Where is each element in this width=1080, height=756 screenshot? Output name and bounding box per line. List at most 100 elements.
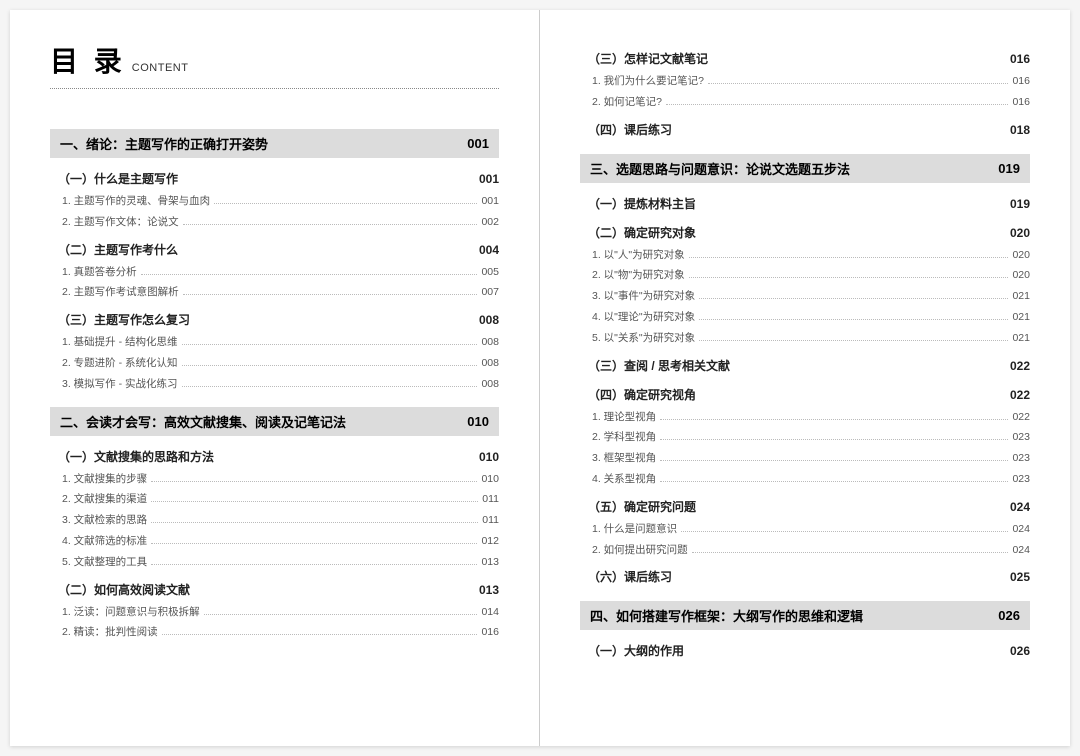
- item-title: 2. 如何记笔记?: [592, 94, 662, 111]
- section-row: （一）提炼材料主旨 019: [580, 193, 1030, 214]
- item-page: 016: [1012, 73, 1030, 90]
- section-title: （三）怎样记文献笔记: [588, 50, 708, 67]
- section-page: 018: [1010, 123, 1030, 137]
- item-row: 2. 主题写作文体：论说文002: [50, 214, 499, 231]
- item-row: 1. 基础提升 - 结构化思维 008: [50, 334, 499, 351]
- item-title: 5. 以"关系"为研究对象: [592, 330, 695, 347]
- toc-heading: 目 录 CONTENT: [50, 40, 499, 89]
- item-title: 3. 以"事件"为研究对象: [592, 288, 695, 305]
- item-title: 2. 专题进阶 - 系统化认知: [62, 355, 178, 372]
- item-row: 1. 主题写作的灵魂、骨架与血肉001: [50, 193, 499, 210]
- section-row: （二）主题写作考什么004: [50, 239, 499, 260]
- item-row: 1. 理论型视角022: [580, 409, 1030, 426]
- left-content: 一、绪论：主题写作的正确打开姿势001 （一）什么是主题写作 001 1. 主题写作的…: [50, 129, 499, 641]
- item-row: 1. 什么是问题意识024: [580, 521, 1030, 538]
- item-row: 1. 泛读：问题意识与积极拆解014: [50, 604, 499, 621]
- item-row: 1. 真题答卷分析005: [50, 264, 499, 281]
- item-dots: [692, 552, 1009, 553]
- section-page: 025: [1010, 570, 1030, 584]
- section-title: （六）课后练习: [588, 568, 672, 585]
- item-row: 2. 以"物"为研究对象020: [580, 267, 1030, 284]
- item-dots: [689, 257, 1009, 258]
- item-row: 1. 以"人"为研究对象020: [580, 247, 1030, 264]
- item-page: 014: [481, 604, 499, 621]
- item-page: 022: [1012, 409, 1030, 426]
- section-title: （一）什么是主题写作: [58, 170, 178, 187]
- item-page: 008: [481, 334, 499, 351]
- section-row: （三）查阅 / 思考相关文献 022: [580, 355, 1030, 376]
- item-dots: [162, 634, 478, 635]
- item-page: 008: [481, 376, 499, 393]
- section-page: 024: [1010, 500, 1030, 514]
- item-title: 3. 文献检索的思路: [62, 512, 147, 529]
- item-page: 008: [481, 355, 499, 372]
- item-dots: [182, 344, 478, 345]
- section-row: （一）大纲的作用 026: [580, 640, 1030, 661]
- item-page: 016: [1012, 94, 1030, 111]
- item-dots: [141, 274, 478, 275]
- item-title: 4. 文献筛选的标准: [62, 533, 147, 550]
- section-page: 022: [1010, 359, 1030, 373]
- item-dots: [182, 386, 478, 387]
- chapter-row: 四、如何搭建写作框架：大纲写作的思维和逻辑026: [580, 601, 1030, 630]
- item-page: 023: [1012, 450, 1030, 467]
- item-title: 4. 以"理论"为研究对象: [592, 309, 695, 326]
- item-title: 2. 文献搜集的渠道: [62, 491, 147, 508]
- item-page: 021: [1012, 309, 1030, 326]
- item-page: 016: [481, 624, 499, 641]
- item-title: 1. 基础提升 - 结构化思维: [62, 334, 178, 351]
- section-page: 019: [1010, 197, 1030, 211]
- section-page: 004: [479, 243, 499, 257]
- item-row: 2. 如何记笔记? 016: [580, 94, 1030, 111]
- item-row: 3. 文献检索的思路011: [50, 512, 499, 529]
- item-title: 1. 主题写作的灵魂、骨架与血肉: [62, 193, 210, 210]
- section-page: 026: [1010, 644, 1030, 658]
- item-dots: [183, 294, 478, 295]
- item-page: 021: [1012, 330, 1030, 347]
- section-page: 001: [479, 172, 499, 186]
- item-dots: [699, 319, 1008, 320]
- section-title: （一）文献搜集的思路和方法: [58, 448, 214, 465]
- item-row: 2. 专题进阶 - 系统化认知 008: [50, 355, 499, 372]
- section-title: （一）提炼材料主旨: [588, 195, 696, 212]
- chapter-page: 010: [467, 414, 489, 429]
- section-page: 010: [479, 450, 499, 464]
- item-row: 2. 精读：批判性阅读016: [50, 624, 499, 641]
- item-row: 2. 主题写作考试意图解析007: [50, 284, 499, 301]
- item-title: 2. 学科型视角: [592, 429, 656, 446]
- chapter-row: 三、选题思路与问题意识：论说文选题五步法019: [580, 154, 1030, 183]
- item-dots: [151, 564, 477, 565]
- chapter-row: 二、会读才会写：高效文献搜集、阅读及记笔记法010: [50, 407, 499, 436]
- item-title: 3. 框架型视角: [592, 450, 656, 467]
- left-page: 目 录 CONTENT 一、绪论：主题写作的正确打开姿势001 （一）什么是主题写…: [10, 10, 540, 746]
- chapter-page: 026: [998, 608, 1020, 623]
- chapter-page: 019: [998, 161, 1020, 176]
- item-title: 2. 主题写作考试意图解析: [62, 284, 179, 301]
- item-row: 4. 以"理论"为研究对象 021: [580, 309, 1030, 326]
- item-title: 1. 真题答卷分析: [62, 264, 137, 281]
- section-title: （三）查阅 / 思考相关文献: [588, 357, 730, 374]
- item-title: 1. 以"人"为研究对象: [592, 247, 685, 264]
- section-row: （四）确定研究视角022: [580, 384, 1030, 405]
- item-dots: [151, 543, 477, 544]
- item-dots: [689, 277, 1009, 278]
- item-page: 020: [1012, 267, 1030, 284]
- item-title: 4. 关系型视角: [592, 471, 656, 488]
- item-dots: [660, 460, 1008, 461]
- section-title: （一）大纲的作用: [588, 642, 684, 659]
- item-dots: [182, 365, 478, 366]
- item-page: 013: [481, 554, 499, 571]
- chapter-row: 一、绪论：主题写作的正确打开姿势001: [50, 129, 499, 158]
- section-title: （二）如何高效阅读文献: [58, 581, 190, 598]
- item-title: 2. 主题写作文体：论说文: [62, 214, 179, 231]
- heading-en: CONTENT: [132, 62, 189, 74]
- chapter-page: 001: [467, 136, 489, 151]
- section-title: （二）确定研究对象: [588, 224, 696, 241]
- heading-zh: 目 录: [50, 40, 126, 80]
- item-dots: [699, 298, 1008, 299]
- item-page: 023: [1012, 429, 1030, 446]
- item-page: 021: [1012, 288, 1030, 305]
- item-dots: [204, 614, 478, 615]
- section-title: （五）确定研究问题: [588, 498, 696, 515]
- item-row: 5. 以"关系"为研究对象 021: [580, 330, 1030, 347]
